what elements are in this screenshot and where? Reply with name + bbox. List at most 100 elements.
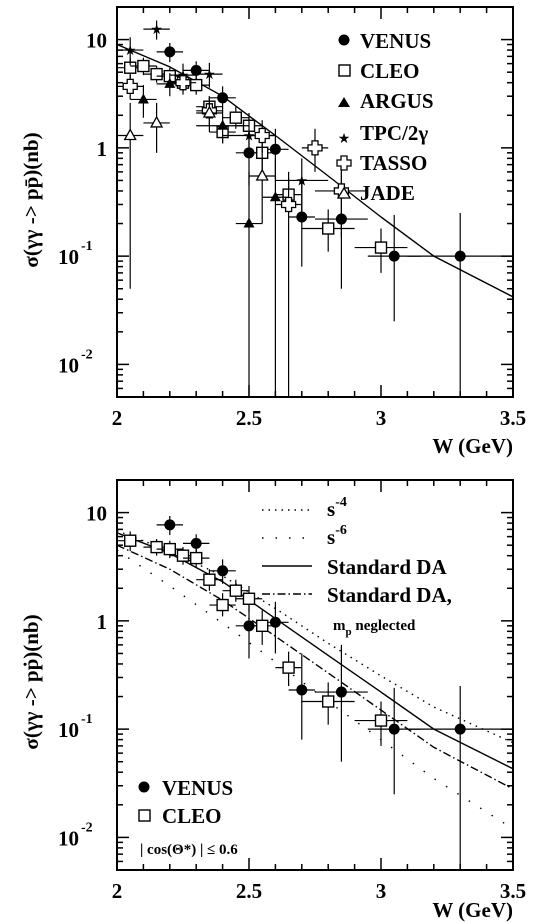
y-tick-label-exponent: -1 bbox=[81, 239, 93, 254]
point-tpc-2-: ★ bbox=[124, 44, 137, 59]
legend-label-tasso: TASSO bbox=[360, 151, 427, 175]
point-venus bbox=[454, 723, 466, 735]
point-venus bbox=[190, 64, 202, 76]
curve-dotted-0 bbox=[116, 530, 514, 744]
point-tpc-2-: ★ bbox=[243, 130, 256, 145]
curve-solid-0 bbox=[116, 43, 514, 298]
y-tick-label: 10 bbox=[58, 353, 79, 377]
y-tick-label-exponent: -2 bbox=[81, 820, 93, 835]
legend-label-cleo-bottom: CLEO bbox=[162, 804, 222, 828]
y-tick-label: 10 bbox=[58, 718, 79, 742]
point-cleo bbox=[374, 714, 388, 727]
point-cleo bbox=[203, 573, 216, 586]
point-argus bbox=[217, 119, 229, 130]
legend-label-s4: s-4 bbox=[327, 495, 347, 521]
curve-dashdot-3 bbox=[116, 544, 514, 790]
point-cleo bbox=[282, 661, 295, 674]
bottom-data-legend: VENUS CLEO | cos(Θ*) | ≤ 0.6 bbox=[138, 776, 238, 858]
legend-marker-argus bbox=[338, 97, 350, 107]
x-tick-label: 2.5 bbox=[236, 406, 262, 430]
point-cleo bbox=[150, 540, 163, 554]
y-tick-label: 1 bbox=[97, 137, 108, 161]
y-tick-label: 10 bbox=[58, 826, 79, 850]
point-jade bbox=[255, 168, 269, 181]
top-plot-frame bbox=[116, 6, 514, 398]
y-tick-label-exponent: -2 bbox=[81, 347, 93, 362]
point-jade bbox=[150, 115, 164, 128]
x-tick-label: 2 bbox=[112, 406, 123, 430]
x-tick-label: 3.5 bbox=[500, 879, 526, 903]
point-venus bbox=[388, 723, 400, 735]
y-tick-label: 1 bbox=[97, 610, 108, 634]
y-tick-label-exponent: -1 bbox=[81, 712, 93, 727]
legend-marker-tpc: ★ bbox=[338, 132, 351, 147]
point-venus bbox=[335, 686, 347, 698]
point-venus bbox=[164, 519, 176, 531]
point-tasso bbox=[175, 75, 191, 91]
point-venus bbox=[269, 616, 281, 628]
legend-marker-venus-bottom bbox=[138, 781, 150, 793]
point-cleo bbox=[256, 619, 269, 633]
point-tasso bbox=[280, 196, 297, 213]
point-venus bbox=[388, 250, 400, 262]
point-cleo bbox=[374, 241, 388, 254]
point-tasso bbox=[254, 127, 270, 144]
top-legend: VENUS CLEO ARGUS ★ TPC/2γ TASSO JADE bbox=[336, 29, 434, 205]
bottom-y-axis-label: σ(γγ -> pṗ)(nb) bbox=[19, 614, 43, 749]
bottom-data-points bbox=[117, 516, 513, 870]
point-venus bbox=[269, 143, 281, 155]
legend-marker-cleo bbox=[338, 64, 351, 77]
legend-label-argus: ARGUS bbox=[360, 89, 434, 113]
y-tick-label: 10 bbox=[86, 29, 107, 53]
bottom-x-axis-label: W (GeV) bbox=[432, 898, 513, 922]
point-tasso bbox=[122, 78, 138, 94]
point-cleo bbox=[189, 551, 203, 565]
point-venus bbox=[217, 92, 229, 104]
point-venus bbox=[454, 250, 466, 262]
point-tpc-2-: ★ bbox=[203, 68, 216, 83]
cos-theta-annotation: | cos(Θ*) | ≤ 0.6 bbox=[140, 842, 238, 858]
legend-label-venus: VENUS bbox=[360, 29, 431, 53]
point-cleo bbox=[163, 542, 177, 556]
legend-label-tpc: TPC/2γ bbox=[360, 121, 428, 145]
point-cleo bbox=[322, 222, 335, 235]
point-venus bbox=[164, 46, 176, 58]
point-venus bbox=[296, 211, 308, 223]
point-cleo bbox=[137, 59, 150, 73]
x-tick-label: 3 bbox=[376, 406, 387, 430]
point-venus bbox=[296, 684, 308, 696]
point-tpc-2-: ★ bbox=[150, 23, 163, 38]
top-x-axis-label: W (GeV) bbox=[432, 434, 513, 458]
legend-label-standard-da-mp: Standard DA, bbox=[327, 583, 452, 607]
point-cleo bbox=[242, 592, 256, 605]
x-tick-label: 2.5 bbox=[236, 879, 262, 903]
legend-marker-cleo-bottom bbox=[138, 809, 151, 822]
legend-marker-tasso bbox=[336, 155, 352, 171]
top-curves bbox=[116, 43, 514, 298]
x-tick-label: 3 bbox=[376, 879, 387, 903]
legend-label-s6: s-6 bbox=[327, 523, 347, 549]
point-argus bbox=[243, 217, 255, 228]
point-cleo bbox=[150, 67, 163, 81]
bottom-plot-frame bbox=[116, 479, 514, 871]
point-jade bbox=[123, 128, 137, 141]
point-cleo bbox=[322, 695, 335, 708]
legend-label-standard-da: Standard DA bbox=[327, 555, 447, 579]
legend-label-cleo: CLEO bbox=[360, 59, 420, 83]
x-tick-label: 3.5 bbox=[500, 406, 526, 430]
point-cleo bbox=[123, 534, 137, 547]
bottom-curve-legend: s-4 s-6 Standard DA Standard DA, mp negl… bbox=[262, 495, 452, 638]
point-jade bbox=[202, 105, 216, 118]
legend-label-jade: JADE bbox=[360, 181, 415, 205]
point-venus bbox=[217, 565, 229, 577]
y-tick-label: 10 bbox=[86, 502, 107, 526]
point-argus bbox=[137, 93, 149, 104]
legend-marker-venus bbox=[338, 34, 350, 46]
top-data-points: ★ ★ ★ ★ ★ ★ bbox=[117, 20, 513, 397]
y-tick-label: 10 bbox=[58, 245, 79, 269]
point-cleo bbox=[189, 78, 203, 92]
legend-sublabel-mp-neglected: mp neglected bbox=[333, 618, 416, 638]
legend-marker-jade bbox=[336, 186, 352, 199]
